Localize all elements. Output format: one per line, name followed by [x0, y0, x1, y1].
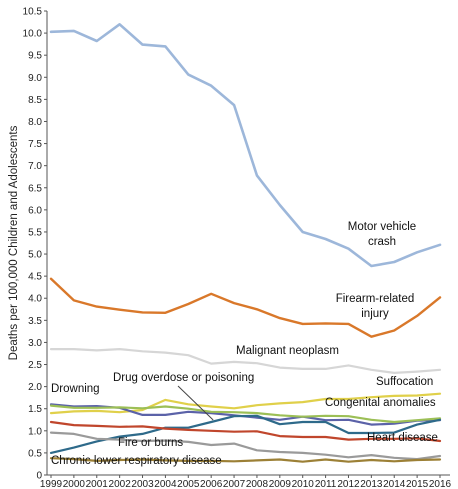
x-tick-label: 2003: [131, 479, 154, 489]
y-axis-label: Deaths per 100,000 Children and Adolesce…: [8, 125, 20, 360]
y-tick-label: 6.5: [28, 183, 42, 194]
series-line-malignant: [49, 348, 442, 374]
y-tick-label: 2.5: [28, 360, 42, 371]
series-label-firearm: injury: [361, 308, 389, 320]
y-tick-label: 8.0: [28, 117, 42, 128]
x-tick-label: 2015: [406, 479, 429, 489]
x-tick-label: 2005: [177, 479, 200, 489]
x-tick-label: 2009: [269, 479, 292, 489]
x-tick-label: 2012: [337, 479, 360, 489]
y-tick-label: 3.5: [28, 316, 42, 327]
x-tick-label: 2014: [383, 479, 406, 489]
series-line-chronic: [49, 457, 442, 463]
series-label-fire: Fire or burns: [118, 437, 183, 449]
series-line-motor: [49, 22, 442, 268]
x-tick-label: 2016: [429, 479, 452, 489]
y-tick-label: 0: [36, 471, 42, 482]
x-tick-label: 2013: [360, 479, 383, 489]
series-label-chronic: Chronic lower respiratory disease: [51, 455, 222, 467]
series-label-suffocation: Suffocation: [376, 376, 433, 388]
y-tick-label: 7.0: [28, 161, 42, 172]
x-tick-label: 2006: [200, 479, 223, 489]
series-line-fire: [49, 431, 442, 461]
y-axis: 0 0.5 1.0 1.5 2.0 2.5 3.0 3.5 4.0 4.5 5.0 5.5 6.0 6.5…: [23, 7, 48, 482]
y-tick-label: 6.0: [28, 205, 42, 216]
series-label-motor: crash: [368, 236, 396, 248]
series-label-firearm: Firearm-related: [336, 293, 415, 305]
y-tick-label: 4.0: [28, 294, 42, 305]
y-tick-label: 10.0: [23, 29, 43, 40]
series-line-congenital: [49, 404, 442, 424]
x-tick-label: 2002: [109, 479, 132, 489]
y-tick-label: 5.5: [28, 227, 42, 238]
series-label-congenital: Congenital anomalies: [325, 397, 436, 409]
series-line-heart: [49, 420, 442, 443]
y-tick-labels: 0 0.5 1.0 1.5 2.0 2.5 3.0 3.5 4.0 4.5 5.0 5.5 6.0 6.5…: [23, 7, 47, 482]
y-tick-label: 4.5: [28, 272, 42, 283]
y-tick-label: 8.5: [28, 95, 42, 106]
series-line-suffocation: [49, 392, 442, 415]
y-tick-label: 0.5: [28, 448, 42, 459]
y-tick-label: 9.0: [28, 73, 42, 84]
series-label-heart: Heart disease: [367, 432, 438, 444]
y-tick-label: 9.5: [28, 51, 42, 62]
x-tick-label: 2010: [292, 479, 315, 489]
x-tick-label: 1999: [40, 479, 63, 489]
series-line-drug: [49, 414, 442, 454]
x-tick-labels: 1999 2000 2001 2002 2003 2004 2005 2006 2007 2008…: [40, 475, 452, 489]
x-tick-label: 2008: [246, 479, 269, 489]
y-tick-label: 1.0: [28, 426, 42, 437]
x-tick-label: 2001: [86, 479, 109, 489]
drug-leader-line: [177, 385, 214, 421]
x-tick-label: 2000: [63, 479, 86, 489]
x-axis: 1999 2000 2001 2002 2003 2004 2005 2006 2007 2008…: [40, 474, 452, 489]
series-label-malignant: Malignant neoplasm: [236, 345, 339, 357]
x-tick-label: 2007: [223, 479, 246, 489]
series-label-motor: Motor vehicle: [348, 221, 416, 233]
series-line-firearm: [49, 277, 442, 338]
y-tick-label: 2.0: [28, 382, 42, 393]
series-label-drowning: Drowning: [51, 383, 100, 395]
y-tick-label: 5.0: [28, 250, 42, 261]
x-tick-label: 2004: [154, 479, 177, 489]
y-tick-label: 7.5: [28, 139, 42, 150]
y-tick-label: 10.5: [23, 7, 43, 18]
x-tick-label: 2011: [315, 479, 337, 489]
y-tick-label: 1.5: [28, 404, 42, 415]
series-label-drug: Drug overdose or poisoning: [113, 372, 254, 384]
y-tick-label: 3.0: [28, 338, 42, 349]
series-annotations: Motor vehicle crash Firearm-related injury M…: [51, 221, 438, 467]
series-lines: [49, 22, 442, 463]
